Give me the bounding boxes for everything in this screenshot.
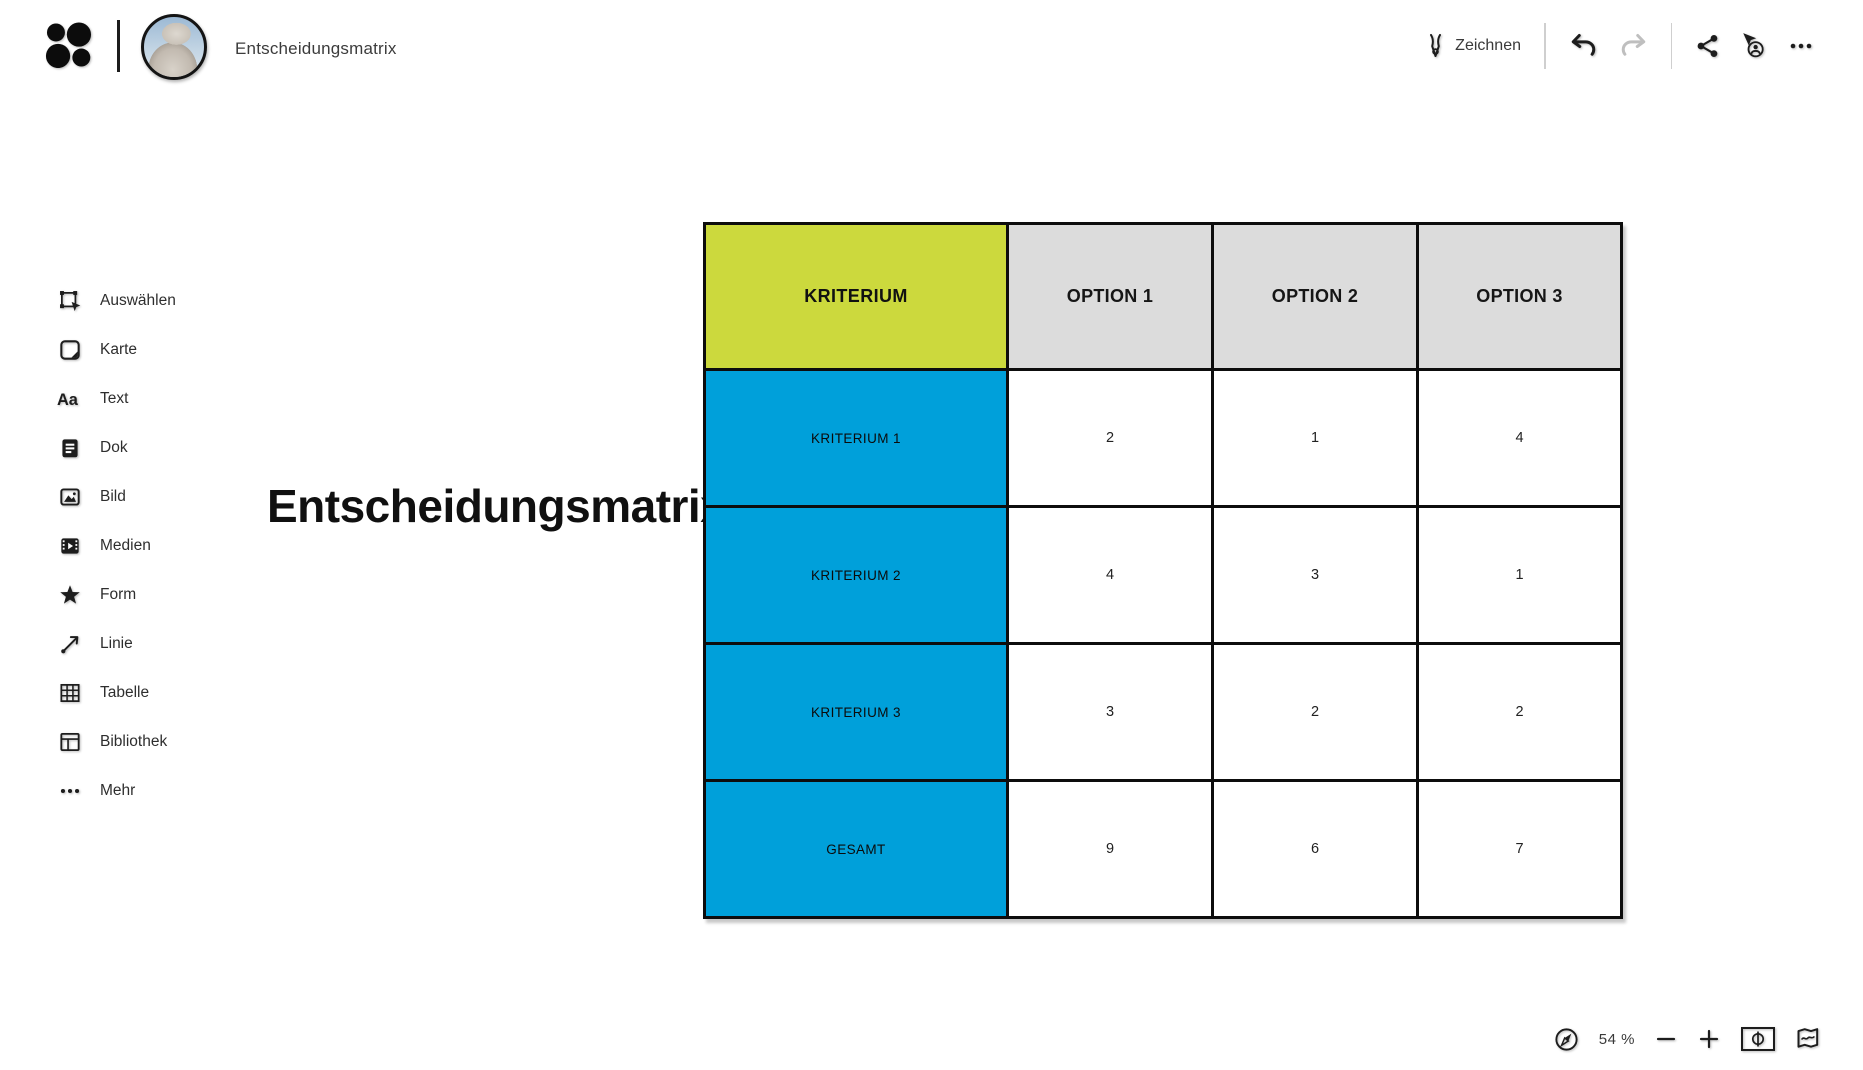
select-icon	[56, 287, 83, 314]
row-label-cell[interactable]: KRITERIUM 3	[703, 642, 1009, 782]
topbar-divider	[117, 20, 120, 72]
sidebar-item-label: Bibliothek	[100, 732, 168, 750]
value-cell[interactable]: 4	[1006, 505, 1214, 645]
toolbar-divider	[1670, 23, 1672, 69]
table-row: KRITERIUM 1 2 1 4	[703, 368, 1623, 508]
sidebar-item-label: Text	[100, 389, 129, 407]
line-icon	[56, 630, 83, 657]
value-cell[interactable]: 2	[1211, 642, 1419, 782]
text-icon: Aa	[56, 385, 83, 412]
row-label-cell[interactable]: KRITERIUM 1	[703, 368, 1009, 508]
board-title[interactable]: Entscheidungsmatrix	[235, 39, 397, 58]
undo-button[interactable]	[1567, 29, 1601, 63]
table-total-row: GESAMT 9 6 7	[703, 779, 1623, 919]
table-header-row: KRITERIUM OPTION 1 OPTION 2 OPTION 3	[703, 222, 1623, 371]
sidebar-item-label: Form	[100, 585, 137, 603]
sidebar-item-label: Tabelle	[100, 683, 150, 701]
compass-button[interactable]	[1553, 1026, 1580, 1053]
top-bar: Entscheidungsmatrix Zeichnen	[0, 0, 1863, 96]
table-row: KRITERIUM 2 4 3 1	[703, 505, 1623, 645]
doc-icon	[56, 434, 83, 461]
topbar-actions: Zeichnen	[1423, 22, 1817, 70]
value-cell[interactable]: 4	[1416, 368, 1623, 508]
redo-button[interactable]	[1616, 29, 1650, 63]
minimap-button[interactable]	[1795, 1025, 1823, 1053]
zoom-level-label: 54 %	[1598, 1030, 1635, 1048]
app-logo-icon[interactable]	[45, 22, 93, 68]
sidebar-item-label: Auswählen	[100, 291, 176, 309]
share-icon	[1695, 33, 1721, 59]
draw-button[interactable]: Zeichnen	[1423, 31, 1523, 62]
table-icon	[56, 679, 83, 706]
value-cell[interactable]: 3	[1211, 505, 1419, 645]
row-label-cell[interactable]: GESAMT	[703, 779, 1009, 919]
more-menu-button[interactable]	[1785, 30, 1817, 62]
table-header-option3[interactable]: OPTION 3	[1416, 222, 1623, 371]
value-cell[interactable]: 7	[1416, 779, 1623, 919]
zoom-bar: 54 %	[1553, 1022, 1823, 1056]
zoom-to-fit-button[interactable]	[1740, 1025, 1776, 1053]
sidebar-item-karte[interactable]: Karte	[56, 325, 176, 374]
value-cell[interactable]: 2	[1006, 368, 1214, 508]
sidebar-item-bild[interactable]: Bild	[56, 472, 176, 521]
row-label-cell[interactable]: KRITERIUM 2	[703, 505, 1009, 645]
sidebar-item-label: Bild	[100, 487, 126, 505]
zoom-in-button[interactable]	[1697, 1027, 1721, 1051]
table-header-criterium[interactable]: KRITERIUM	[703, 222, 1009, 371]
sidebar-item-medien[interactable]: Medien	[56, 521, 176, 570]
presence-button[interactable]	[1738, 30, 1770, 62]
svg-text:Aa: Aa	[57, 390, 79, 408]
collaborator-cursor-icon	[1740, 32, 1768, 60]
tool-sidebar: Auswählen Karte Aa Text Dok	[56, 276, 176, 815]
toolbar-divider	[1544, 23, 1546, 69]
sidebar-item-linie[interactable]: Linie	[56, 619, 176, 668]
value-cell[interactable]: 9	[1006, 779, 1214, 919]
sidebar-item-label: Medien	[100, 536, 151, 554]
draw-button-label: Zeichnen	[1455, 37, 1521, 54]
card-icon	[56, 336, 83, 363]
sidebar-item-label: Linie	[100, 634, 133, 652]
share-button[interactable]	[1693, 31, 1723, 61]
zoom-out-button[interactable]	[1654, 1027, 1678, 1051]
sidebar-item-text[interactable]: Aa Text	[56, 374, 176, 423]
more-icon	[56, 777, 83, 804]
sidebar-item-label: Dok	[100, 438, 128, 456]
pen-icon	[1425, 33, 1446, 60]
redo-icon	[1618, 31, 1648, 61]
board-avatar[interactable]	[141, 14, 207, 80]
sidebar-item-form[interactable]: Form	[56, 570, 176, 619]
sidebar-item-label: Mehr	[100, 781, 136, 799]
value-cell[interactable]: 1	[1416, 505, 1623, 645]
undo-icon	[1569, 31, 1599, 61]
sidebar-item-tabelle[interactable]: Tabelle	[56, 668, 176, 717]
decision-matrix-table[interactable]: KRITERIUM OPTION 1 OPTION 2 OPTION 3 KRI…	[703, 222, 1623, 919]
table-row: KRITERIUM 3 3 2 2	[703, 642, 1623, 782]
image-icon	[56, 483, 83, 510]
sidebar-item-mehr[interactable]: Mehr	[56, 766, 176, 815]
shape-icon	[56, 581, 83, 608]
value-cell[interactable]: 6	[1211, 779, 1419, 919]
sidebar-item-auswaehlen[interactable]: Auswählen	[56, 276, 176, 325]
canvas-title-text[interactable]: Entscheidungsmatrix	[267, 480, 726, 532]
value-cell[interactable]: 2	[1416, 642, 1623, 782]
sidebar-item-bibliothek[interactable]: Bibliothek	[56, 717, 176, 766]
value-cell[interactable]: 3	[1006, 642, 1214, 782]
table-header-option1[interactable]: OPTION 1	[1006, 222, 1214, 371]
value-cell[interactable]: 1	[1211, 368, 1419, 508]
sidebar-item-dok[interactable]: Dok	[56, 423, 176, 472]
ellipsis-icon	[1787, 32, 1815, 60]
sidebar-item-label: Karte	[100, 340, 138, 358]
media-icon	[56, 532, 83, 559]
library-icon	[56, 728, 83, 755]
table-header-option2[interactable]: OPTION 2	[1211, 222, 1419, 371]
